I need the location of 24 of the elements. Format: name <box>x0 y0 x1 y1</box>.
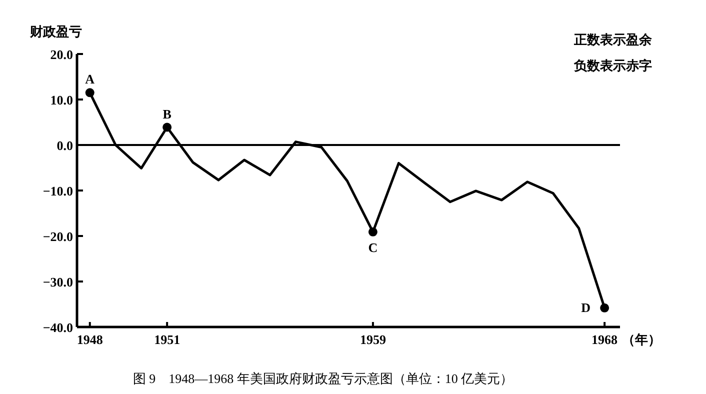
note: 正数表示盈余 <box>574 32 652 47</box>
ytick: 10.0 <box>50 92 73 108</box>
ytick: 0.0 <box>56 138 73 153</box>
annotation: A <box>85 72 95 87</box>
xtick: 1948 <box>76 332 103 347</box>
ytick: −20.0 <box>42 229 73 244</box>
ylabel: 财政盈亏 <box>30 24 82 39</box>
ytick: −30.0 <box>42 274 73 290</box>
ytick: 20.0 <box>50 47 73 62</box>
point <box>162 122 172 132</box>
xtick: 1968 <box>592 332 618 347</box>
point <box>600 303 610 312</box>
ytick: −10.0 <box>42 184 73 198</box>
annotation: D <box>581 300 591 315</box>
annotation: C <box>368 240 378 255</box>
point <box>85 88 94 98</box>
point <box>368 227 378 236</box>
note: 负数表示赤字 <box>574 58 652 73</box>
title: 图 9 1948—1968 年美国政府财政盈亏示意图（单位：10 亿美元） <box>132 371 514 386</box>
xtick: 1959 <box>360 332 386 347</box>
xlabel: （年） <box>622 332 661 347</box>
ytick: −40.0 <box>42 320 73 335</box>
annotation: B <box>162 106 172 122</box>
xtick: 1951 <box>154 332 180 347</box>
